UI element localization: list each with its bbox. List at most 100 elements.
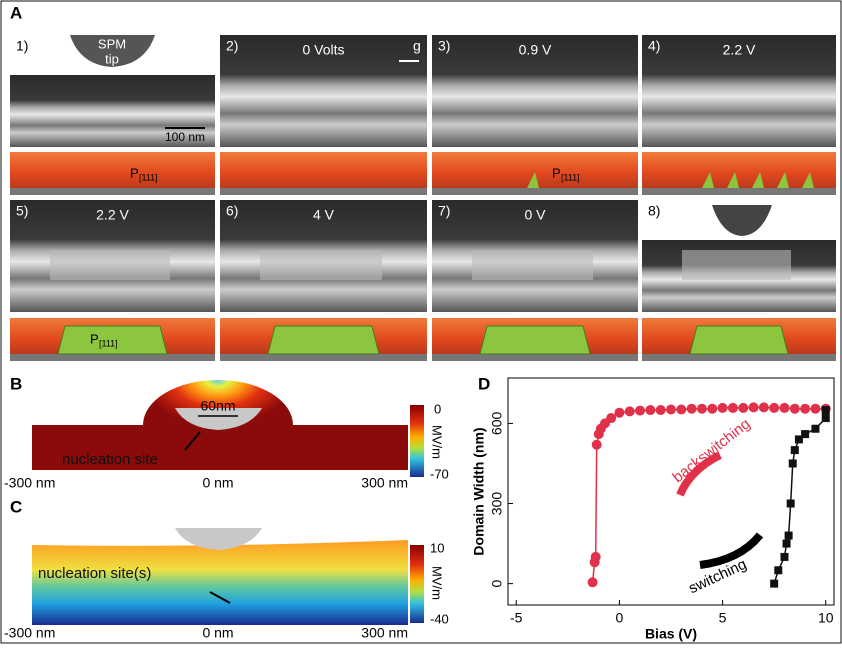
point (786, 499, 795, 508)
strip-base (10, 354, 215, 361)
frame-caption: 0 V (524, 207, 546, 223)
point (758, 402, 769, 413)
tip (70, 35, 155, 67)
frame-caption: 0.9 V (519, 42, 552, 58)
point (770, 579, 779, 588)
point (821, 414, 830, 423)
point (779, 402, 790, 413)
point (727, 402, 738, 413)
domain (50, 250, 170, 280)
point (606, 413, 617, 424)
point (780, 552, 789, 561)
y-tick-label: 0 (489, 580, 505, 588)
x-tick-label: -5 (510, 610, 523, 626)
tip-label: tip (105, 51, 119, 66)
colorbar (410, 545, 424, 623)
point (696, 403, 707, 414)
point (821, 406, 830, 415)
point (591, 439, 602, 450)
y-tick-label: 300 (489, 492, 505, 516)
colorbar-max: 0 (434, 401, 441, 416)
domain-schematic (479, 325, 591, 355)
frame-caption: 2.2 V (723, 42, 756, 58)
frame-number: 7) (438, 203, 450, 219)
point (810, 403, 821, 414)
panel-label: A (10, 3, 22, 22)
domain (260, 250, 382, 280)
colorbar-unit: MV/m (430, 425, 445, 459)
x-tick-label: 0 (616, 610, 624, 626)
point (686, 403, 697, 414)
strip-base (642, 354, 836, 361)
y-axis-label: Domain Width (nm) (471, 427, 487, 555)
point (635, 405, 646, 416)
scale-bar-label: 100 nm (165, 130, 205, 144)
domain (682, 250, 791, 280)
point (676, 404, 687, 415)
tip (175, 408, 262, 430)
nucleus (727, 172, 739, 188)
frame-number: 6) (226, 203, 238, 219)
x-label: 0 nm (202, 475, 233, 491)
domain-schematic (689, 325, 789, 355)
polarization: P (552, 165, 561, 180)
point (624, 406, 635, 417)
frame-caption: 4 V (313, 207, 335, 223)
strip-base (432, 188, 638, 195)
point (800, 403, 811, 414)
nucleus (527, 172, 539, 188)
schematic-strip (220, 152, 427, 195)
tip-label: SPM (98, 36, 126, 51)
domain-schematic (267, 325, 380, 355)
panel-label: D (478, 374, 490, 393)
tip (712, 205, 772, 236)
x-label: -300 nm (4, 625, 55, 641)
x-label: -300 nm (4, 475, 55, 491)
point (748, 402, 759, 413)
point (774, 566, 783, 575)
point (587, 577, 598, 588)
colorbar-min: -40 (430, 611, 449, 626)
annotation-arrow (676, 451, 722, 497)
schematic-strip (10, 152, 215, 195)
point (707, 403, 718, 414)
nucleus (702, 172, 714, 188)
colorbar-min: -70 (430, 466, 449, 481)
strip-base (432, 354, 638, 361)
point (784, 531, 793, 540)
frame-number: 2) (226, 38, 238, 54)
dimension-label: 60nm (200, 398, 235, 414)
point (738, 402, 749, 413)
x-label: 300 nm (361, 625, 408, 641)
nucleus (777, 172, 789, 188)
point (801, 430, 810, 439)
annotation-arrow (699, 532, 764, 569)
strip-base (642, 188, 836, 195)
point (666, 404, 676, 415)
polarization: P (90, 331, 99, 346)
polarization: P (130, 165, 139, 180)
panel-label: B (10, 374, 22, 393)
site-label: nucleation site (62, 451, 158, 468)
plot-frame (507, 377, 835, 606)
colorbar (410, 405, 424, 477)
strip-base (10, 188, 215, 195)
polarization-sub: [111] (99, 338, 118, 348)
y-tick-label: 600 (489, 412, 505, 436)
colorbar-max: 10 (430, 540, 444, 555)
panel-label: C (10, 497, 22, 516)
domain (472, 250, 593, 280)
point (769, 402, 780, 413)
x-tick-label: 5 (719, 610, 727, 626)
tem-image (432, 35, 638, 147)
strip-base (220, 188, 427, 195)
frame-caption: 0 Volts (302, 42, 344, 58)
point (794, 435, 803, 444)
point (590, 551, 601, 562)
site-label: nucleation site(s) (38, 565, 151, 582)
x-label: 300 nm (361, 475, 408, 491)
frame-number: 5) (16, 203, 28, 219)
